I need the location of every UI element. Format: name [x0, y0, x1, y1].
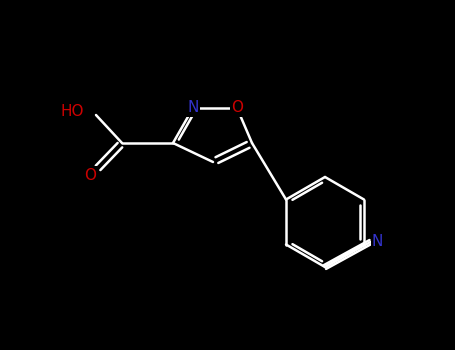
- Text: HO: HO: [61, 105, 84, 119]
- Text: N: N: [187, 100, 199, 116]
- Text: O: O: [231, 100, 243, 116]
- Text: O: O: [84, 168, 96, 182]
- Text: N: N: [372, 234, 383, 250]
